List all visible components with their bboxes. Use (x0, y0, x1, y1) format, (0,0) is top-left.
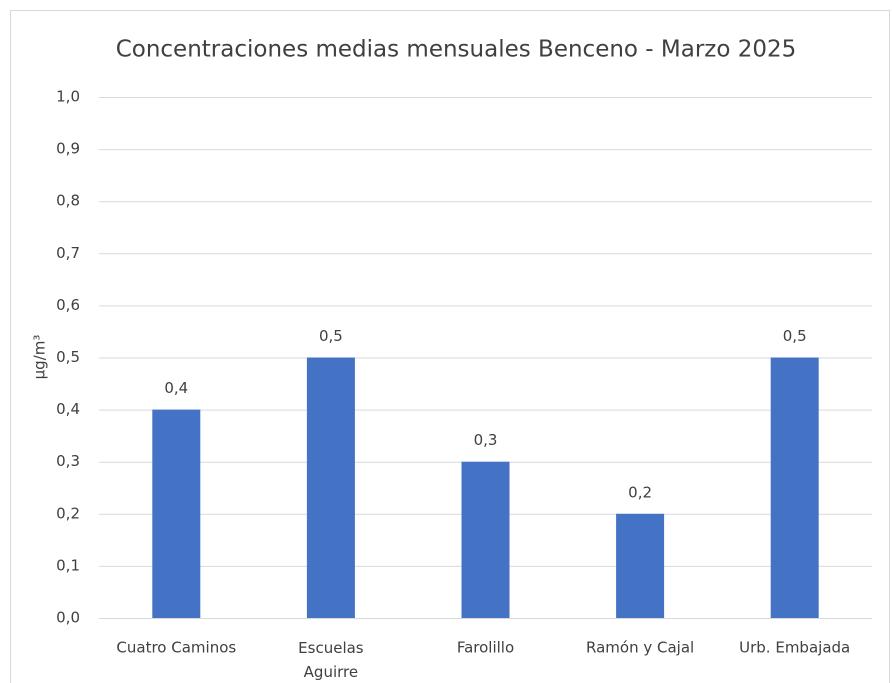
y-tick-label: 0,9 (56, 140, 80, 158)
data-label: 0,2 (628, 483, 652, 501)
y-tick-label: 0,6 (56, 296, 80, 314)
data-label: 0,5 (319, 327, 343, 345)
y-tick-label: 0,4 (56, 400, 80, 418)
data-label: 0,3 (474, 431, 498, 449)
y-axis-label: µg/m³ (31, 335, 49, 380)
y-tick-label: 0,5 (56, 348, 80, 366)
y-tick-label: 1,0 (56, 88, 80, 106)
bar (152, 409, 201, 618)
x-tick-label: Escuelas Aguirre (298, 639, 364, 681)
data-label: 0,4 (164, 379, 188, 397)
y-tick-label: 0,2 (56, 504, 80, 522)
y-tick-label: 0,3 (56, 452, 80, 470)
data-label: 0,5 (783, 327, 807, 345)
y-tick-label: 0,1 (56, 556, 80, 574)
bar (616, 513, 665, 618)
bar (461, 461, 510, 618)
bar (770, 357, 819, 618)
x-tick-label: Cuatro Caminos (116, 639, 236, 657)
chart-border (10, 10, 890, 683)
bar (306, 357, 355, 618)
x-tick-label: Ramón y Cajal (586, 639, 694, 657)
x-tick-label: Urb. Embajada (739, 639, 850, 657)
y-tick-label: 0,8 (56, 192, 80, 210)
chart-title: Concentraciones medias mensuales Benceno… (116, 37, 797, 63)
y-tick-label: 0,7 (56, 244, 80, 262)
x-tick-label: Farolillo (457, 639, 514, 657)
y-tick-label: 0,0 (56, 609, 80, 627)
